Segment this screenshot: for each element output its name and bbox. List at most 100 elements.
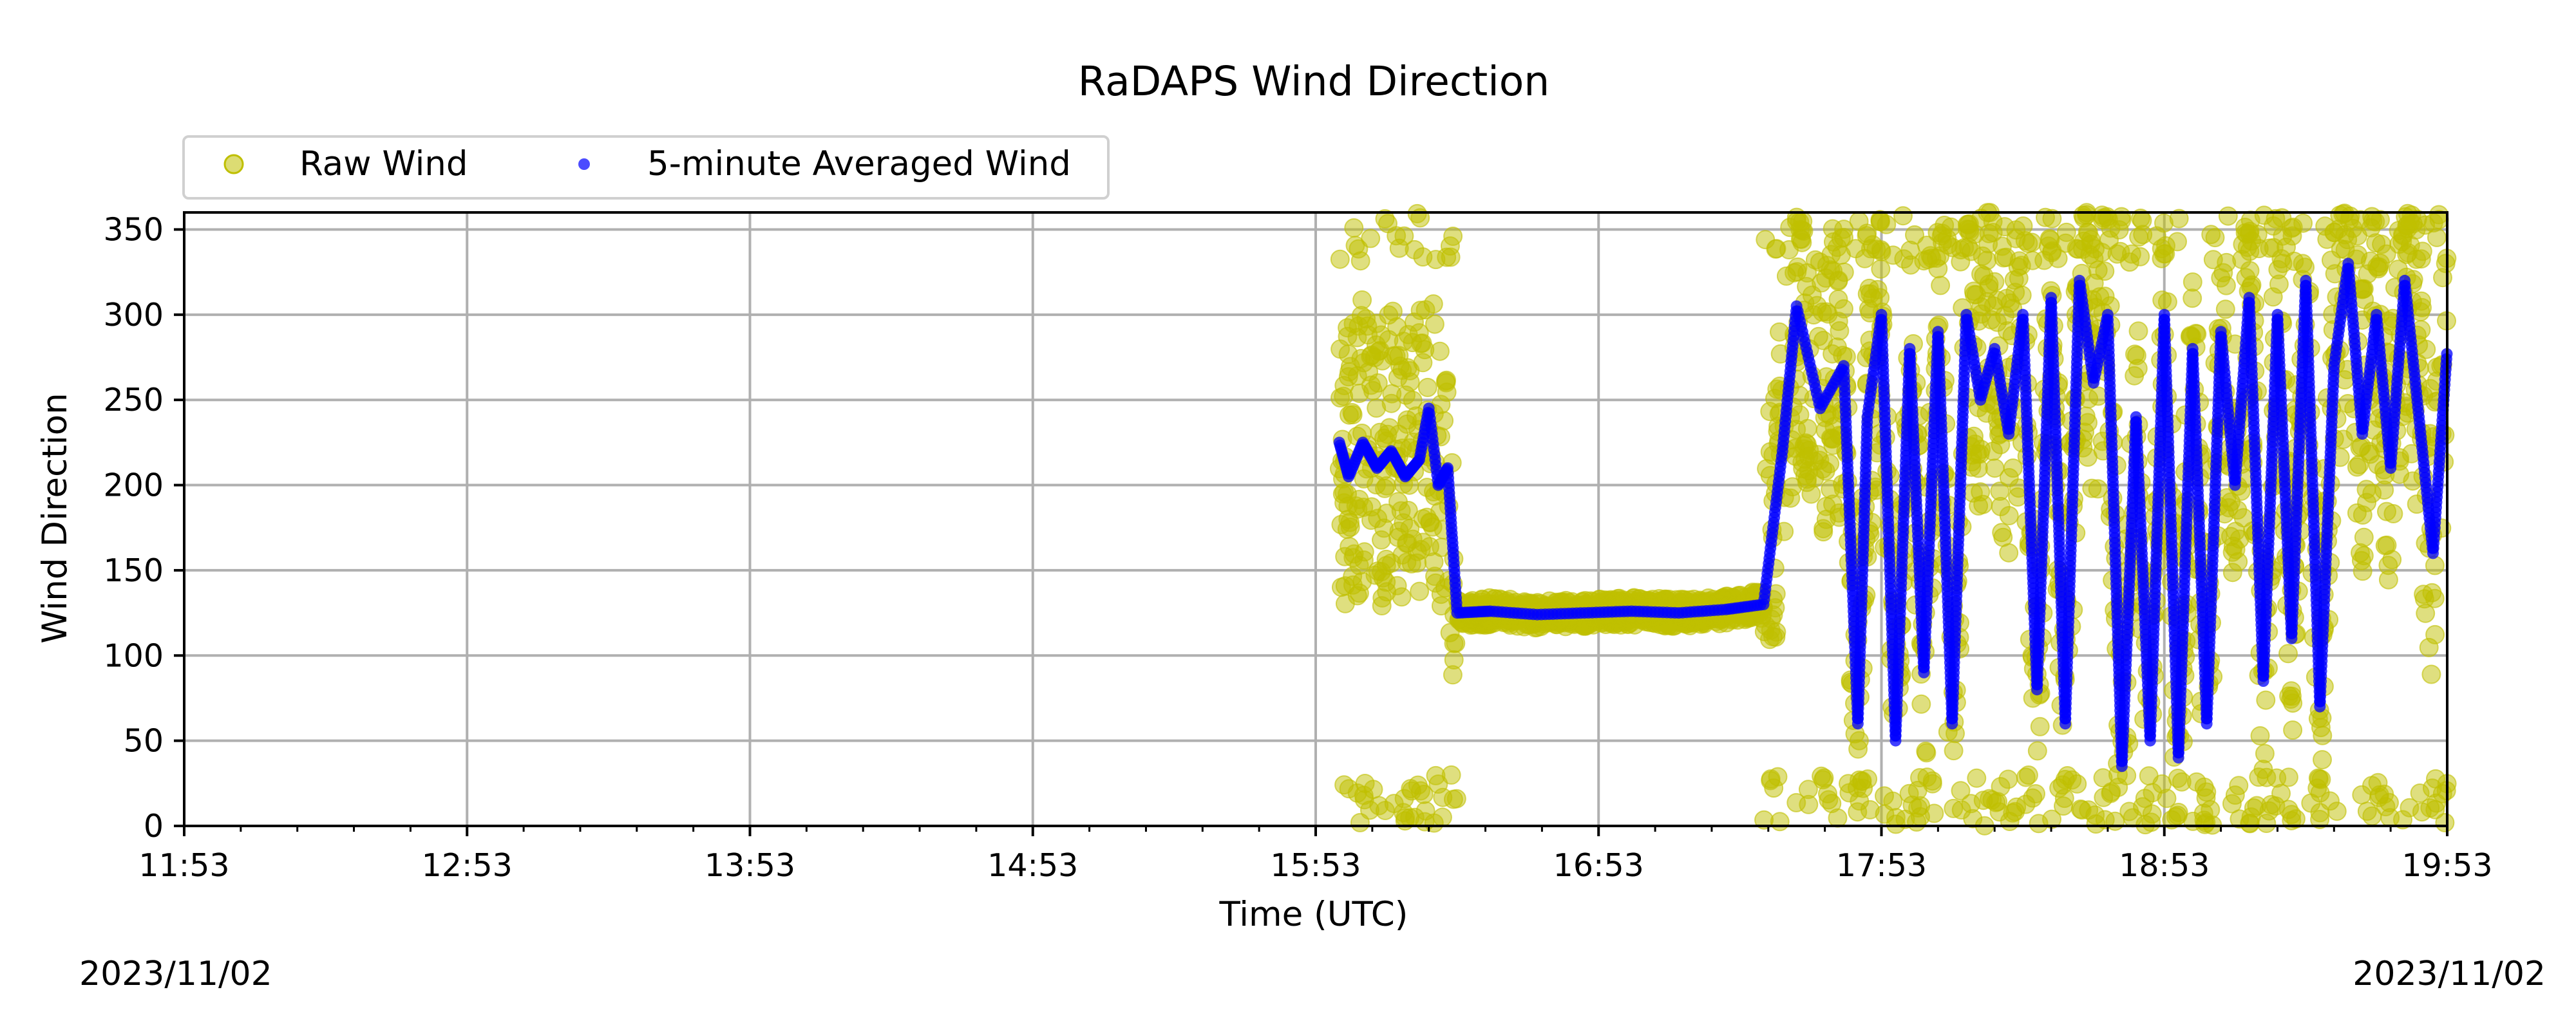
raw-wind-point (2422, 778, 2442, 798)
raw-wind-point (1857, 223, 1877, 243)
raw-wind-point (2264, 216, 2283, 236)
raw-wind-point (2088, 479, 2108, 499)
raw-wind-point (1995, 306, 2015, 325)
raw-wind-point (2006, 229, 2026, 248)
raw-wind-point (2162, 810, 2182, 830)
raw-wind-point (1349, 489, 1369, 509)
raw-wind-point (1914, 251, 1934, 271)
raw-wind-point (1797, 469, 1817, 489)
raw-wind-point (1338, 318, 1358, 338)
raw-wind-point (1908, 780, 1927, 800)
raw-wind-point (2260, 238, 2280, 258)
raw-wind-point (2425, 588, 2445, 608)
legend-raw-wind-marker (223, 154, 244, 174)
raw-wind-point (1951, 781, 1971, 801)
raw-wind-point (2309, 769, 2329, 789)
raw-wind-point (1828, 271, 1848, 291)
raw-wind-point (1434, 411, 1454, 431)
raw-wind-point (2357, 492, 2377, 512)
raw-wind-point (1340, 537, 1359, 556)
raw-wind-point (1430, 341, 1450, 361)
raw-wind-point (1857, 284, 1877, 304)
raw-wind-point (1398, 324, 1418, 344)
raw-wind-point (1428, 774, 1448, 794)
raw-wind-point (1437, 382, 1457, 402)
raw-wind-point (1398, 501, 1418, 520)
raw-wind-point (2133, 225, 2153, 245)
raw-wind-point (1799, 446, 1819, 466)
raw-wind-point (1823, 429, 1843, 449)
raw-wind-point (2416, 603, 2436, 623)
chart-title: RaDAPS Wind Direction (1078, 58, 1549, 105)
raw-wind-point (1761, 769, 1781, 789)
raw-wind-point (2030, 716, 2050, 736)
raw-wind-point (1361, 229, 1381, 248)
raw-wind-point (1828, 289, 1848, 309)
raw-wind-point (1967, 768, 1987, 788)
raw-wind-point (1349, 556, 1369, 576)
raw-wind-point (2084, 249, 2104, 268)
raw-wind-point (2357, 801, 2377, 821)
raw-wind-point (1961, 241, 1981, 261)
raw-wind-point (1893, 206, 1913, 226)
legend-raw-wind-label: Raw Wind (299, 144, 468, 183)
raw-wind-point (1944, 741, 1964, 761)
raw-wind-point (2419, 637, 2439, 657)
legend: Raw Wind 5-minute Averaged Wind (182, 135, 1110, 200)
raw-wind-point (1911, 694, 1931, 714)
raw-wind-point (2157, 292, 2177, 312)
raw-wind-point (1410, 581, 1430, 601)
raw-wind-point (1330, 249, 1350, 269)
raw-wind-point (1917, 743, 1937, 763)
raw-wind-point (1392, 587, 1412, 607)
raw-wind-point (2369, 259, 2388, 279)
raw-wind-point (2152, 239, 2172, 259)
raw-wind-point (1999, 506, 2019, 525)
raw-wind-point (2230, 809, 2249, 829)
raw-wind-point (2416, 339, 2436, 359)
raw-wind-point (1797, 263, 1817, 283)
raw-wind-point (1870, 210, 1890, 230)
raw-wind-point (2282, 218, 2302, 238)
raw-wind-point (2353, 279, 2373, 299)
raw-wind-point (2412, 802, 2432, 822)
raw-wind-point (1807, 295, 1827, 315)
raw-wind-point (1828, 808, 1848, 828)
raw-wind-point (1381, 553, 1401, 573)
raw-wind-point (1971, 297, 1991, 317)
raw-wind-point (2361, 218, 2381, 238)
raw-wind-point (1389, 238, 1409, 258)
raw-wind-point (2016, 794, 2036, 814)
raw-wind-point (2027, 741, 2047, 761)
raw-wind-point (1983, 212, 2003, 232)
raw-wind-point (2236, 268, 2256, 288)
raw-wind-point (2135, 789, 2155, 809)
raw-wind-point (1374, 428, 1394, 448)
raw-wind-point (2352, 785, 2372, 805)
legend-box (182, 135, 1110, 200)
raw-wind-point (1373, 568, 1393, 588)
raw-wind-point (2058, 766, 2078, 785)
raw-wind-point (2048, 248, 2068, 268)
raw-wind-point (1982, 790, 2002, 810)
raw-wind-point (2271, 783, 2291, 803)
raw-wind-point (1871, 259, 1891, 279)
raw-wind-point (1363, 780, 1383, 800)
raw-wind-point (2269, 274, 2289, 294)
raw-wind-point (2119, 801, 2139, 821)
raw-wind-point (1999, 468, 2019, 487)
raw-wind-point (1381, 393, 1401, 413)
raw-wind-point (2079, 800, 2099, 820)
raw-wind-point (2278, 644, 2298, 664)
raw-wind-point (2436, 254, 2456, 274)
raw-wind-point (2054, 789, 2074, 809)
raw-wind-point (1332, 484, 1352, 504)
raw-wind-point (2393, 810, 2412, 830)
raw-wind-point (1799, 794, 1819, 814)
raw-wind-point (1361, 346, 1381, 366)
legend-averaged-wind-label: 5-minute Averaged Wind (647, 144, 1071, 183)
raw-wind-point (1992, 523, 2012, 543)
raw-wind-point (1347, 783, 1367, 803)
raw-wind-point (1340, 357, 1360, 377)
raw-wind-point (1372, 530, 1391, 550)
